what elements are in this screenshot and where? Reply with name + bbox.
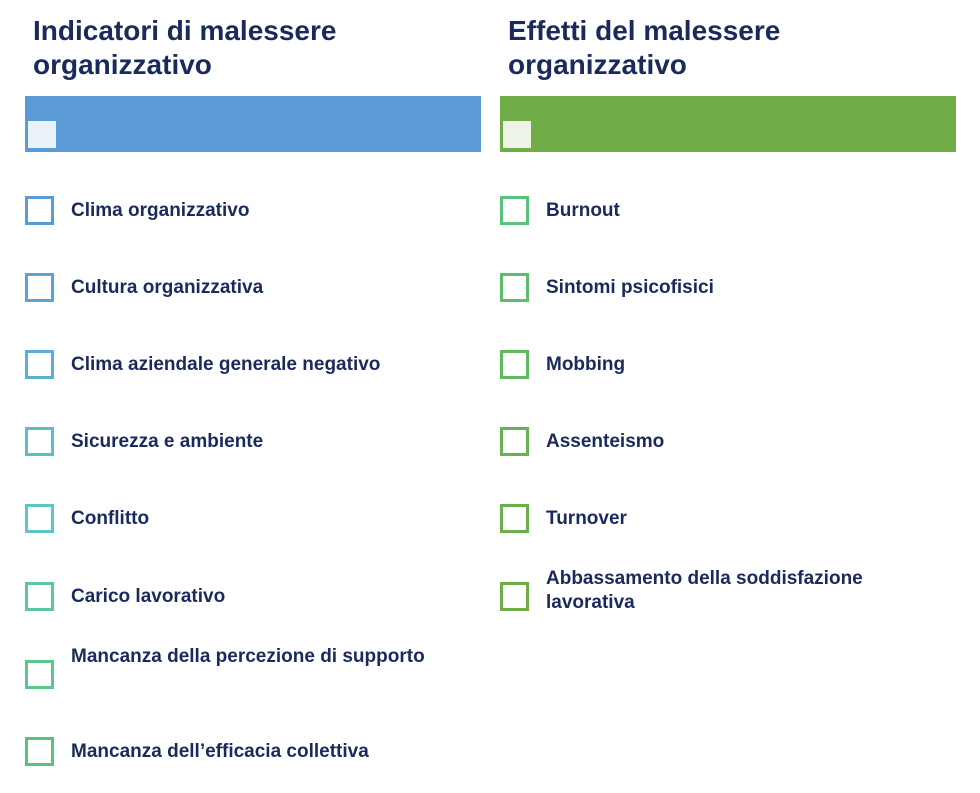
- checkbox-icon: [25, 582, 54, 611]
- effect-item: Mobbing: [500, 349, 956, 385]
- effect-label: Abbassamento della soddisfazione lavorat…: [546, 568, 863, 613]
- indicator-item: Mancanza della percezione di supporto: [25, 646, 481, 695]
- indicator-item: Mancanza dell’efficacia collettiva: [25, 736, 481, 772]
- checkbox-icon: [500, 350, 529, 379]
- indicators-header-bar: [25, 96, 481, 152]
- effect-item: Assenteismo: [500, 426, 956, 462]
- indicator-item: Conflitto: [25, 503, 481, 539]
- effect-item: Sintomi psicofisici: [500, 272, 956, 308]
- indicator-label: Sicurezza e ambiente: [71, 431, 264, 452]
- effects-header-bar: [500, 96, 956, 152]
- indicator-item: Sicurezza e ambiente: [25, 426, 481, 462]
- effect-item: Turnover: [500, 503, 956, 539]
- checkbox-icon: [25, 737, 54, 766]
- indicators-title: Indicatori di malessere organizzativo: [33, 15, 337, 80]
- checkbox-icon: [25, 273, 54, 302]
- indicator-label: Clima organizzativo: [71, 200, 250, 221]
- checkbox-icon: [25, 504, 54, 533]
- effect-item: Abbassamento della soddisfazione lavorat…: [500, 568, 956, 617]
- indicator-item: Clima organizzativo: [25, 195, 481, 231]
- effects-title: Effetti del malessere organizzativo: [508, 15, 781, 80]
- indicator-item: Carico lavorativo: [25, 581, 481, 617]
- effect-label: Sintomi psicofisici: [546, 277, 714, 298]
- indicator-item: Clima aziendale generale negativo: [25, 349, 481, 385]
- effect-label: Mobbing: [546, 354, 626, 375]
- checkbox-icon: [500, 504, 529, 533]
- indicator-label: Mancanza dell’efficacia collettiva: [71, 741, 369, 762]
- effect-item: Burnout: [500, 195, 956, 231]
- indicator-label: Conflitto: [71, 508, 150, 529]
- effect-label: Assenteismo: [546, 431, 665, 452]
- checkbox-icon: [500, 582, 529, 611]
- checkbox-icon: [25, 350, 54, 379]
- checkbox-icon: [500, 196, 529, 225]
- checkbox-icon: [25, 196, 54, 225]
- indicator-label: Mancanza della percezione di supporto: [71, 646, 425, 667]
- checkbox-icon: [25, 660, 54, 689]
- effects-bar-square: [503, 121, 531, 148]
- indicators-bar-square: [28, 121, 56, 148]
- indicator-label: Clima aziendale generale negativo: [71, 354, 381, 375]
- indicator-item: Cultura organizzativa: [25, 272, 481, 308]
- checkbox-icon: [500, 273, 529, 302]
- indicator-label: Cultura organizzativa: [71, 277, 264, 298]
- effect-label: Turnover: [546, 508, 627, 529]
- checkbox-icon: [500, 427, 529, 456]
- effect-label: Burnout: [546, 200, 620, 221]
- indicator-label: Carico lavorativo: [71, 586, 226, 607]
- checkbox-icon: [25, 427, 54, 456]
